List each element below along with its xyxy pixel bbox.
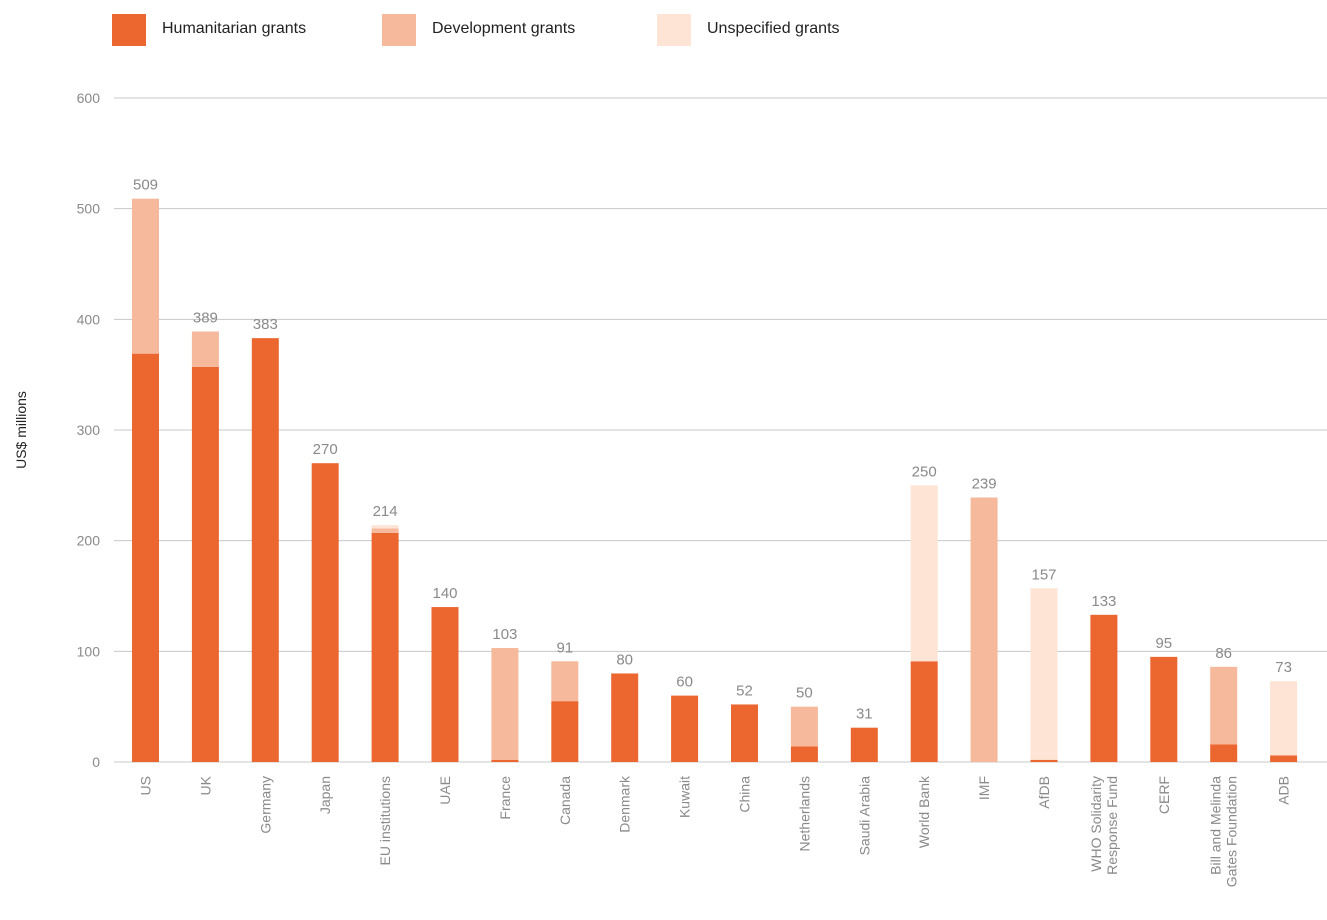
- y-tick-label: 200: [77, 533, 101, 549]
- bar-segment: [491, 759, 519, 762]
- category-label: France: [497, 776, 513, 820]
- bar-segment: [910, 485, 938, 662]
- bar-segment: [731, 704, 758, 762]
- data-label: 157: [1031, 566, 1056, 583]
- bar-segment: [970, 497, 998, 762]
- bar-segment: [371, 528, 399, 533]
- y-tick-label: 300: [77, 422, 101, 438]
- data-label: 239: [972, 476, 997, 493]
- bar-segment: [551, 661, 579, 702]
- bar-segment: [1270, 755, 1298, 762]
- bar-segment: [1210, 744, 1238, 762]
- category-label: Denmark: [617, 775, 633, 833]
- data-label: 86: [1215, 645, 1232, 662]
- data-label: 95: [1155, 635, 1172, 652]
- bar-segment: [311, 463, 339, 762]
- bar-segment: [790, 746, 818, 762]
- data-label: 60: [676, 674, 693, 691]
- data-label: 250: [912, 463, 937, 480]
- data-label: 80: [616, 651, 633, 668]
- data-label: 389: [193, 310, 218, 327]
- bar-segment: [1030, 588, 1058, 760]
- y-tick-label: 400: [77, 311, 101, 327]
- category-label: CERF: [1156, 776, 1172, 814]
- bar-segment: [491, 648, 519, 760]
- bar-segment: [132, 198, 159, 354]
- data-label: 214: [373, 503, 398, 520]
- y-tick-label: 100: [77, 643, 101, 659]
- bar-segment: [1090, 614, 1118, 762]
- category-label: Bill and MelindaGates Foundation: [1208, 776, 1240, 888]
- category-label: World Bank: [916, 775, 932, 848]
- category-label: Saudi Arabia: [856, 776, 872, 856]
- bar-segment: [191, 331, 219, 367]
- category-label: Germany: [257, 776, 273, 834]
- data-label: 31: [856, 706, 873, 723]
- category-label: Japan: [317, 776, 333, 814]
- legend-label: Development grants: [432, 20, 576, 37]
- category-label: Netherlands: [796, 776, 812, 852]
- category-label: ADB: [1276, 776, 1292, 805]
- legend-swatch: [657, 14, 691, 46]
- category-label: EU institutions: [377, 776, 393, 865]
- bar-segment: [251, 338, 279, 762]
- bar-segment: [850, 727, 878, 762]
- bar-segment: [431, 607, 459, 762]
- legend-swatch: [382, 14, 416, 46]
- bar-segment: [1030, 759, 1058, 762]
- bar-segment: [191, 366, 219, 762]
- data-label: 270: [313, 441, 338, 458]
- category-label: Kuwait: [677, 776, 693, 818]
- data-label: 91: [556, 639, 573, 656]
- category-label: WHO SolidarityResponse Fund: [1088, 776, 1120, 875]
- data-label: 52: [736, 682, 753, 699]
- category-label: Canada: [557, 776, 573, 825]
- data-label: 73: [1275, 659, 1292, 676]
- bar-segment: [371, 532, 399, 762]
- bar-segment: [371, 525, 399, 529]
- legend-label: Unspecified grants: [707, 20, 840, 37]
- data-label: 140: [432, 585, 457, 602]
- y-tick-label: 0: [92, 754, 100, 770]
- bar-segment: [1270, 681, 1298, 756]
- bar-segment: [790, 706, 818, 747]
- category-label: AfDB: [1036, 776, 1052, 809]
- category-label: China: [737, 776, 753, 813]
- category-label: UK: [197, 775, 213, 795]
- category-label: US: [138, 776, 154, 795]
- data-label: 509: [133, 177, 158, 194]
- bar-segment: [1150, 656, 1178, 762]
- bar-segment: [910, 661, 938, 762]
- y-tick-label: 500: [77, 201, 101, 217]
- data-label: 133: [1091, 593, 1116, 610]
- category-label: IMF: [976, 776, 992, 800]
- bar-segment: [611, 673, 639, 762]
- bar-segment: [132, 353, 159, 762]
- legend-label: Humanitarian grants: [162, 20, 307, 37]
- y-axis-label: US$ millions: [13, 391, 29, 469]
- y-tick-label: 600: [77, 90, 101, 106]
- legend-swatch: [112, 14, 146, 46]
- bar-segment: [551, 701, 579, 762]
- data-label: 103: [492, 626, 517, 643]
- data-label: 383: [253, 316, 278, 333]
- category-label: UAE: [437, 776, 453, 805]
- bar-segment: [671, 695, 699, 762]
- data-label: 50: [796, 685, 813, 702]
- bar-segment: [1210, 666, 1238, 745]
